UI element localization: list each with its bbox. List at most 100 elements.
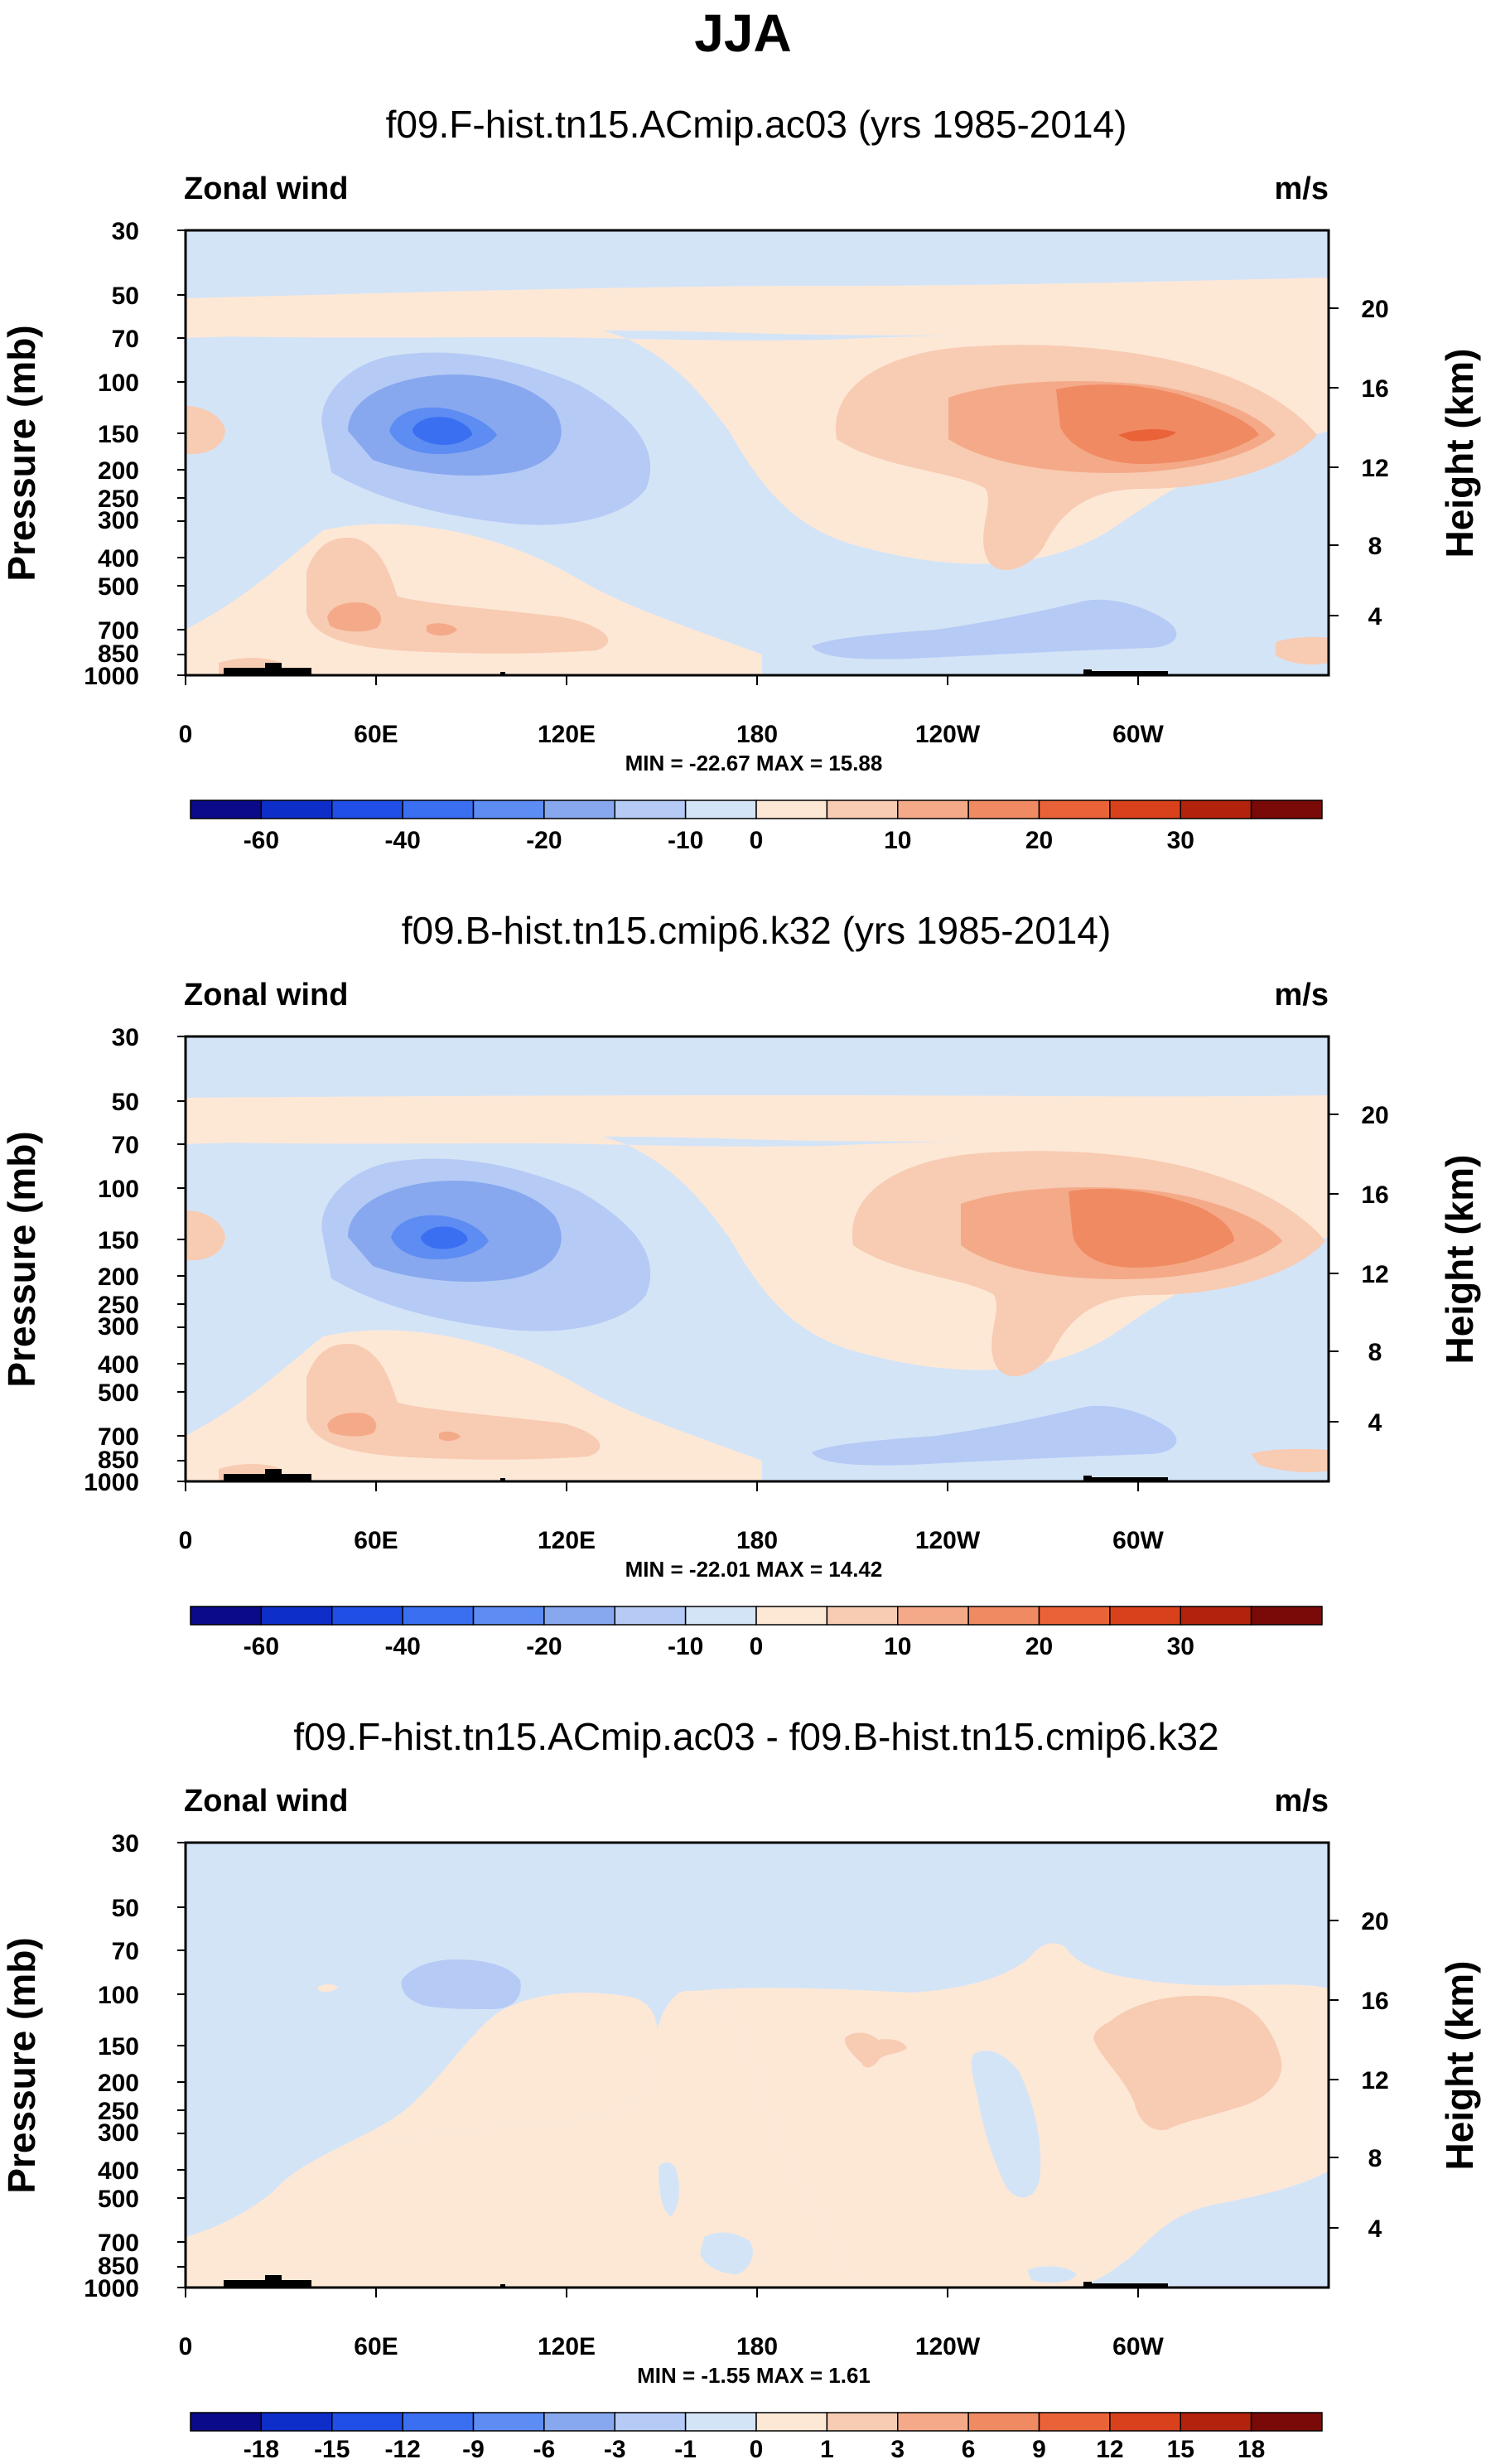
y-tick-label: 50	[112, 283, 139, 310]
x-tick-label: 60E	[354, 721, 398, 748]
band-orange-lower-jet	[306, 538, 609, 654]
topography	[224, 2275, 1168, 2288]
colorbar-cell	[331, 800, 403, 819]
panel-title: f09.F-hist.tn15.ACmip.ac03 - f09.B-hist.…	[293, 1715, 1218, 1758]
y-tick-label: 300	[98, 2119, 139, 2147]
y-tick-label: 30	[112, 1830, 139, 1858]
band-stratosphere-orange	[186, 1095, 1329, 1146]
colorbar-cell	[967, 1606, 1040, 1626]
band-blue-patch-lower	[700, 2232, 754, 2274]
colorbar-labels: -18 -15 -12 -9 -6 -3 -1 0 1 3 6 9 12 15 18	[244, 2436, 1266, 2463]
y-axis-left: 30 50 70 100 150 200 250 300 400 500 700…	[0, 1024, 186, 1496]
colorbar-cell	[190, 800, 263, 819]
colorbar-label: -60	[244, 1633, 279, 1660]
colorbar-label: -1	[674, 2436, 697, 2463]
band-orange-westerly-inner	[1069, 1188, 1234, 1268]
colorbar-cell	[1250, 2412, 1323, 2432]
colorbar-label: 10	[884, 1633, 911, 1660]
colorbar-cell	[260, 1606, 333, 1626]
height-tick-label: 8	[1368, 533, 1382, 560]
colorbar-cell	[402, 1606, 475, 1626]
colorbar-cell	[190, 2412, 263, 2432]
y-tick-label: 500	[98, 1379, 139, 1407]
colorbar-cells	[190, 1606, 1323, 1626]
band-orange-lower-jet	[306, 1344, 601, 1460]
y-axis-right: 20 16 12 8 4 Height (km)	[1329, 296, 1481, 630]
y-tick-label: 700	[98, 617, 139, 645]
band-orange-lower-jet-inner	[327, 602, 457, 636]
colorbar-cell	[543, 2412, 615, 2432]
y-tick-label: 850	[98, 2253, 139, 2280]
colorbar-cell	[472, 2412, 545, 2432]
x-axis: 0 60E 120E 180 120W 60W	[179, 2288, 1165, 2360]
y-axis-title: Pressure (mb)	[0, 325, 43, 581]
colorbar-cell	[1180, 2412, 1252, 2432]
band-light-orange	[186, 1990, 861, 2288]
y-axis-right-title: Height (km)	[1438, 1961, 1481, 2171]
y-tick-label: 200	[98, 1263, 139, 1291]
colorbar-cell	[826, 2412, 899, 2432]
min-max-label: MIN = -22.01 MAX = 14.42	[625, 1557, 883, 1582]
height-tick-label: 8	[1368, 2145, 1382, 2172]
x-axis: 0 60E 120E 180 120W 60W	[179, 675, 1165, 748]
colorbar-label: -60	[244, 827, 279, 854]
y-axis-title: Pressure (mb)	[0, 1131, 43, 1387]
colorbar-cell	[1109, 800, 1181, 819]
colorbar-cell	[684, 2412, 757, 2432]
band-orange-west-upper	[1093, 1995, 1282, 2130]
colorbar-label: -18	[244, 2436, 279, 2463]
colorbar-cell	[331, 2412, 403, 2432]
x-tick-label: 120W	[915, 721, 981, 748]
y-tick-label: 1000	[84, 2275, 139, 2302]
colorbar-cell	[472, 1606, 545, 1626]
colorbar-label: 10	[884, 827, 911, 854]
band-orange-surface	[406, 2268, 506, 2288]
y-axis-left: 30 50 70 100 150 200 250 300 400 500 700…	[0, 218, 186, 690]
panel-3: f09.F-hist.tn15.ACmip.ac03 - f09.B-hist.…	[0, 1715, 1481, 2463]
height-tick-label: 20	[1361, 1908, 1388, 1935]
band-blue-easterly-core	[421, 1226, 468, 1249]
y-axis-left: 30 50 70 100 150 200 250 300 400 500 700…	[0, 1830, 186, 2302]
colorbar-label: -15	[314, 2436, 350, 2463]
colorbar-cell	[967, 2412, 1040, 2432]
colorbar-label: -6	[533, 2436, 556, 2463]
band-orange-mid-patch	[844, 2032, 907, 2068]
panel-title: f09.F-hist.tn15.ACmip.ac03 (yrs 1985-201…	[386, 103, 1127, 146]
colorbar-cell	[402, 800, 475, 819]
colorbar-cell	[967, 800, 1040, 819]
colorbar-label: 18	[1238, 2436, 1265, 2463]
figure-title: JJA	[694, 3, 791, 63]
x-tick-label: 60E	[354, 1527, 398, 1554]
y-axis-right-title: Height (km)	[1438, 349, 1481, 558]
panel-1: f09.F-hist.tn15.ACmip.ac03 (yrs 1985-201…	[0, 103, 1481, 854]
panel-2: f09.B-hist.tn15.cmip6.k32 (yrs 1985-2014…	[0, 909, 1481, 1660]
colorbar-label: 0	[750, 827, 764, 854]
colorbar-cell	[1180, 800, 1252, 819]
y-tick-label: 150	[98, 2033, 139, 2061]
panel-unit-label: m/s	[1275, 1784, 1329, 1819]
colorbar-label: 20	[1025, 827, 1053, 854]
panel-unit-label: m/s	[1275, 172, 1329, 206]
colorbar-cell	[1180, 1606, 1252, 1626]
colorbar-cell	[826, 800, 899, 819]
colorbar: -60 -40 -20 -10 0 10 20 30	[190, 800, 1323, 854]
min-max-label: MIN = -22.67 MAX = 15.88	[625, 751, 883, 775]
y-axis-right-title: Height (km)	[1438, 1155, 1481, 1365]
colorbar-cell	[402, 2412, 475, 2432]
colorbar-label: -20	[526, 1633, 562, 1660]
y-tick-label: 300	[98, 1313, 139, 1341]
colorbar-label: -20	[526, 827, 562, 854]
y-tick-label: 30	[112, 218, 139, 245]
panel-left-label: Zonal wind	[184, 1784, 348, 1819]
colorbar-labels: -60 -40 -20 -10 0 10 20 30	[244, 1633, 1194, 1660]
band-orange-westerly-inner	[1056, 384, 1259, 464]
colorbar-cell	[1250, 1606, 1323, 1626]
topography	[224, 663, 1168, 675]
x-tick-label: 120W	[915, 2333, 981, 2360]
y-tick-label: 700	[98, 2230, 139, 2257]
y-tick-label: 250	[98, 486, 139, 513]
colorbar-label: -10	[668, 827, 703, 854]
colorbar-cell	[614, 1606, 687, 1626]
panel-left-label: Zonal wind	[184, 978, 348, 1012]
